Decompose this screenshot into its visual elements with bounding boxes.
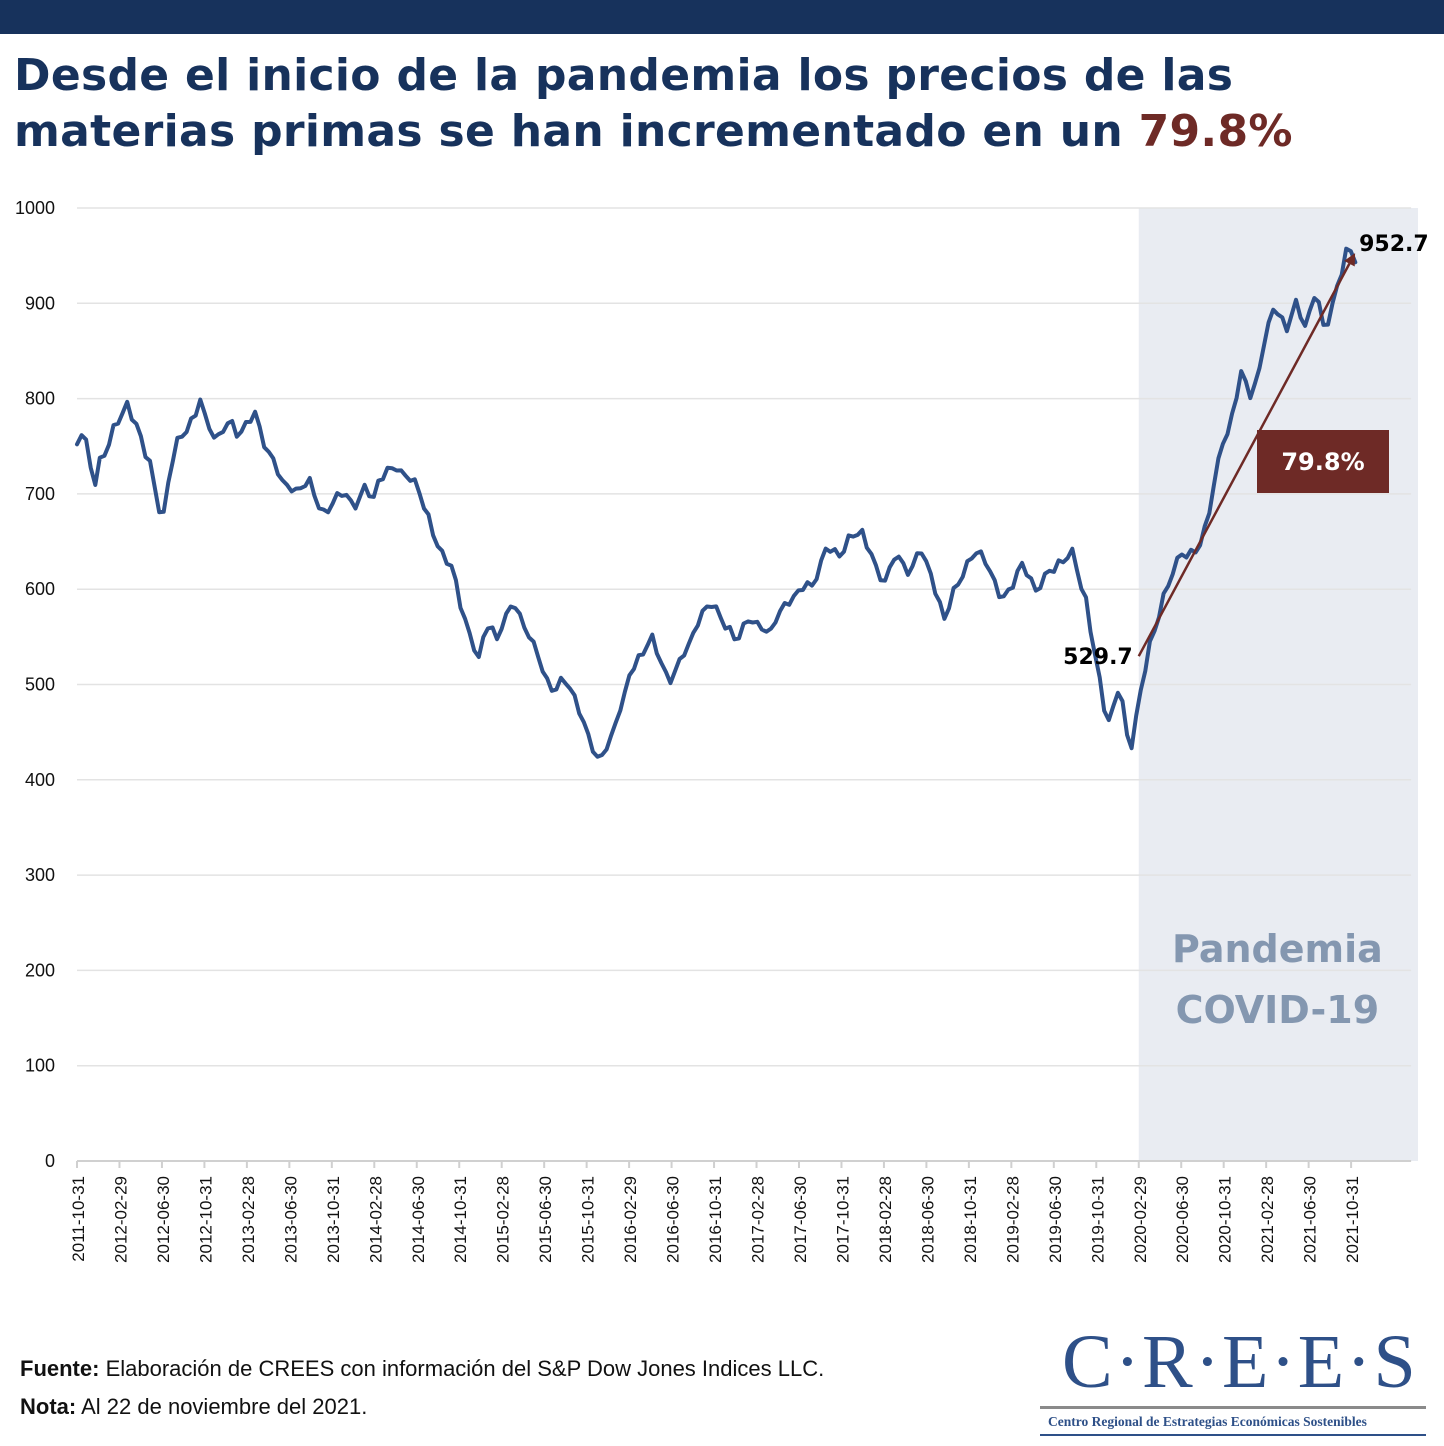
x-tick-label: 2016-10-31 bbox=[706, 1176, 725, 1263]
source-label: Fuente: bbox=[20, 1356, 100, 1381]
x-tick-label: 2014-06-30 bbox=[409, 1176, 428, 1263]
x-tick-label: 2014-10-31 bbox=[451, 1176, 470, 1263]
x-tick-label: 2021-10-31 bbox=[1343, 1176, 1362, 1263]
x-tick-label: 2017-02-28 bbox=[749, 1176, 768, 1263]
x-tick-label: 2015-10-31 bbox=[579, 1176, 598, 1263]
x-tick-label: 2018-10-31 bbox=[961, 1176, 980, 1263]
title-highlight-value: 79.8% bbox=[1138, 106, 1293, 157]
y-tick-label: 0 bbox=[45, 1151, 55, 1171]
x-tick-label: 2019-06-30 bbox=[1046, 1176, 1065, 1263]
top-banner bbox=[0, 0, 1444, 34]
x-tick-label: 2012-10-31 bbox=[196, 1176, 215, 1263]
x-tick-label: 2021-06-30 bbox=[1301, 1176, 1320, 1263]
x-tick-label: 2015-02-28 bbox=[494, 1176, 513, 1263]
x-tick-label: 2011-10-31 bbox=[69, 1176, 88, 1262]
note-label: Nota: bbox=[20, 1394, 77, 1419]
series-line bbox=[75, 246, 1358, 759]
y-tick-label: 500 bbox=[25, 675, 55, 695]
x-tick-label: 2013-10-31 bbox=[324, 1176, 343, 1263]
y-tick-label: 400 bbox=[25, 770, 55, 790]
change-callout-text: 79.8% bbox=[1281, 448, 1364, 476]
y-tick-label: 1000 bbox=[15, 198, 55, 218]
title-line-2-text: materias primas se han incrementado en u… bbox=[14, 106, 1139, 157]
gridlines bbox=[77, 207, 1412, 1067]
x-tick-label: 2013-06-30 bbox=[281, 1176, 300, 1263]
line-chart: 0 100 200 300 400 500 600 700 800 900 1000 2011-10… bbox=[15, 198, 1429, 1263]
note-text: Al 22 de noviembre del 2021. bbox=[76, 1394, 368, 1419]
crees-logo: C·R·E·E·S Centro Regional de Estrategias… bbox=[1040, 1320, 1430, 1436]
x-tick-label: 2021-02-28 bbox=[1258, 1176, 1277, 1263]
footer-notes: Fuente: Elaboración de CREES con informa… bbox=[20, 1350, 824, 1426]
y-tick-label: 300 bbox=[25, 865, 55, 885]
trend-arrow-line bbox=[1137, 263, 1351, 657]
source-text: Elaboración de CREES con información del… bbox=[99, 1356, 825, 1381]
x-tick-label: 2017-06-30 bbox=[791, 1176, 810, 1263]
y-tick-label: 200 bbox=[25, 960, 55, 980]
x-tick-label: 2012-02-29 bbox=[111, 1176, 130, 1263]
region-label-pandemia: Pandemia bbox=[1172, 927, 1383, 971]
logo-subtitle: Centro Regional de Estrategias Económica… bbox=[1048, 1414, 1367, 1429]
x-tick-label: 2019-10-31 bbox=[1088, 1176, 1107, 1263]
y-tick-label: 600 bbox=[25, 579, 55, 599]
trend-arrow-head bbox=[1344, 253, 1356, 267]
start-value-label: 529.7 bbox=[1063, 645, 1133, 670]
page-title: Desde el inicio de la pandemia los preci… bbox=[14, 48, 1434, 160]
y-tick-label: 900 bbox=[25, 293, 55, 313]
x-tick-label: 2016-06-30 bbox=[664, 1176, 683, 1263]
x-tick-label: 2017-10-31 bbox=[833, 1176, 852, 1263]
logo-rule-top bbox=[1040, 1406, 1426, 1409]
source-note: Fuente: Elaboración de CREES con informa… bbox=[20, 1350, 824, 1388]
y-tick-label: 100 bbox=[25, 1056, 55, 1076]
end-value-label: 952.7 bbox=[1359, 232, 1429, 257]
x-tick-label: 2016-02-29 bbox=[621, 1176, 640, 1263]
title-line-1: Desde el inicio de la pandemia los preci… bbox=[14, 50, 1234, 101]
x-tick-label: 2013-02-28 bbox=[239, 1176, 258, 1263]
logo-wordmark: C·R·E·E·S bbox=[1062, 1320, 1418, 1404]
y-tick-label: 700 bbox=[25, 484, 55, 504]
x-tick-label: 2020-06-30 bbox=[1173, 1176, 1192, 1263]
title-line-2: materias primas se han incrementado en u… bbox=[14, 104, 1434, 160]
x-tick-label: 2012-06-30 bbox=[154, 1176, 173, 1263]
date-note: Nota: Al 22 de noviembre del 2021. bbox=[20, 1388, 824, 1426]
y-axis-ticks: 0 100 200 300 400 500 600 700 800 900 1000 bbox=[15, 198, 55, 1171]
x-tick-label: 2015-06-30 bbox=[536, 1176, 555, 1263]
logo-rule-bottom bbox=[1040, 1434, 1426, 1436]
x-tick-label: 2018-02-28 bbox=[876, 1176, 895, 1263]
x-tick-label: 2020-02-29 bbox=[1131, 1176, 1150, 1263]
x-tick-label: 2019-02-28 bbox=[1003, 1176, 1022, 1263]
x-tick-label: 2014-02-28 bbox=[366, 1176, 385, 1263]
region-label-covid: COVID-19 bbox=[1176, 988, 1380, 1032]
x-tick-label: 2018-06-30 bbox=[918, 1176, 937, 1263]
y-tick-label: 800 bbox=[25, 389, 55, 409]
x-tick-label: 2020-10-31 bbox=[1216, 1176, 1235, 1263]
x-axis: 2011-10-31 2012-02-29 2012-06-30 2012-10-31… bbox=[69, 1160, 1412, 1263]
change-callout-box bbox=[1257, 430, 1389, 493]
